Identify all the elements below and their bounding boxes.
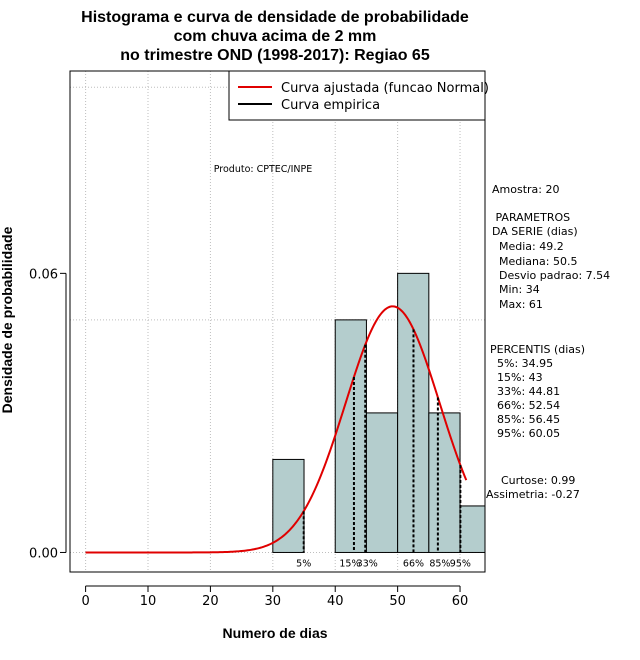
legend-box	[228, 70, 486, 121]
percentile-label-85: 85%	[429, 558, 450, 569]
x-tick-label: 30	[265, 594, 282, 609]
histogram-bar	[272, 458, 305, 553]
histogram-bar	[428, 412, 461, 553]
stat-min: Min: 34	[492, 283, 540, 296]
chart-title-line-3: no trimestre OND (1998-2017): Regiao 65	[120, 47, 430, 64]
x-tick-label: 10	[140, 594, 157, 609]
histogram-bar	[334, 319, 367, 553]
x-tick-label: 0	[81, 594, 89, 609]
stat-params-subheading: DA SERIE (dias)	[492, 225, 578, 238]
chart-title-line-2: com chuva acima de 2 mm	[174, 28, 377, 45]
x-tick-label: 40	[327, 594, 344, 609]
histogram-bar	[365, 412, 399, 553]
stat-p33: 33%: 44.81	[490, 385, 560, 398]
stat-p15: 15%: 43	[490, 371, 543, 384]
y-tick-label: 0.06	[29, 267, 58, 282]
stat-sd: Desvio padrao: 7.54	[492, 269, 610, 282]
stat-percentiles-heading: PERCENTIS (dias)	[490, 343, 585, 356]
x-axis-title: Numero de dias	[222, 625, 327, 641]
percentile-label-5: 5%	[296, 558, 311, 569]
x-tick-label: 50	[389, 594, 406, 609]
fitted-curve-layer	[85, 305, 468, 554]
y-tick-label: 0.00	[29, 546, 58, 561]
stat-kurtosis: Curtose: 0.99	[501, 474, 575, 487]
statistics-panel: Amostra: 20 PARAMETROS DA SERIE (dias) M…	[486, 183, 610, 501]
stat-p5: 5%: 34.95	[490, 357, 553, 370]
stat-mean: Media: 49.2	[492, 240, 564, 253]
legend: Curva ajustada (funcao Normal) Curva emp…	[228, 70, 489, 121]
histogram-bar	[459, 505, 486, 553]
percentile-label-66: 66%	[403, 558, 424, 569]
legend-label-fitted: Curva ajustada (funcao Normal)	[281, 81, 489, 96]
stat-sample: Amostra: 20	[492, 183, 559, 196]
percentile-label-15: 15%	[339, 558, 360, 569]
percentile-label-33: 33%	[357, 558, 378, 569]
percentile-lines: 5% 15%33% 66% 85% 95%	[296, 329, 471, 569]
y-axis-title: Densidade de probabilidade	[0, 226, 15, 413]
stat-max: Max: 61	[492, 298, 543, 311]
fitted-normal-curve	[85, 305, 468, 554]
x-tick-label: 20	[202, 594, 219, 609]
product-label: Produto: CPTEC/INPE	[214, 164, 313, 175]
legend-label-empirical: Curva empirica	[281, 98, 380, 113]
stat-p85: 85%: 56.45	[490, 413, 560, 426]
stat-skewness: Assimetria: -0.27	[486, 488, 580, 501]
stat-p95: 95%: 60.05	[490, 427, 560, 440]
percentile-label-95: 95%	[450, 558, 471, 569]
stat-p66: 66%: 52.54	[490, 399, 560, 412]
x-tick-label: 60	[452, 594, 469, 609]
stat-params-heading: PARAMETROS	[492, 211, 570, 224]
stat-median: Mediana: 50.5	[492, 255, 577, 268]
axes-layer: 0 10 20 30 40 50 60 0.00 0.06	[29, 70, 486, 609]
chart-title-line-1: Histograma e curva de densidade de proba…	[81, 9, 469, 26]
